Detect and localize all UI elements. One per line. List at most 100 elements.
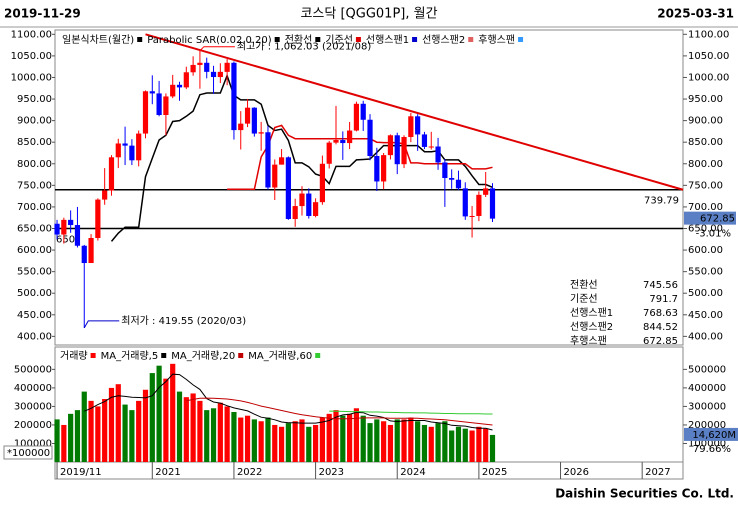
annotation-leader — [199, 46, 235, 52]
candle-body — [190, 64, 196, 73]
volume-bar — [326, 413, 332, 462]
y-tick-label-right: 550.00 — [688, 267, 723, 278]
candle-body — [319, 163, 325, 203]
legend-marker — [315, 353, 321, 358]
candle-body — [204, 62, 210, 72]
legend-label: 기준선 — [325, 34, 353, 46]
y-tick-label-right: 1050.00 — [688, 51, 729, 62]
x-tick-label: 2021 — [155, 467, 180, 478]
volume-bar — [142, 389, 149, 462]
legend-marker — [137, 37, 143, 42]
candle-body — [238, 123, 244, 131]
volume-bar — [387, 424, 394, 462]
chart-title: 코스닥 [QGG01P], 월간 — [300, 7, 437, 22]
volume-bar — [251, 419, 257, 462]
candle-body — [299, 193, 305, 207]
volume-bar — [258, 421, 264, 462]
candle-body — [265, 132, 271, 188]
y-tick-label: 950.00 — [17, 94, 52, 105]
y-tick-label-right: 1000.00 — [688, 72, 729, 83]
candle-body — [54, 223, 60, 235]
volume-bar — [238, 417, 244, 462]
annotation-leader — [83, 320, 120, 329]
y-tick-label: 550.00 — [17, 267, 52, 278]
x-tick-label: 2019/11 — [60, 467, 102, 478]
legend-marker — [518, 37, 524, 42]
price-change: -3.01% — [696, 229, 731, 240]
x-tick-label: 2022 — [237, 467, 262, 478]
y-tick-label-right: 400.00 — [688, 331, 723, 342]
volume-bar — [265, 417, 271, 462]
candle-body — [292, 206, 298, 219]
legend-label: 후행스팬 — [478, 34, 515, 46]
candle-body — [115, 143, 121, 158]
x-tick-label: 2027 — [645, 467, 670, 478]
volume-bar — [224, 406, 230, 462]
candle-body — [156, 93, 162, 116]
candle-body — [455, 179, 462, 189]
candle-body — [81, 245, 87, 264]
y-tick-label-right: 700.00 — [688, 202, 723, 213]
footer: Daishin Securities Co. Ltd. — [555, 487, 734, 501]
y-tick-label-right: 900.00 — [688, 116, 723, 127]
legend-label: Parabolic SAR(0.02,0.20) — [147, 35, 272, 46]
volume-bar — [108, 387, 115, 462]
candle-body — [449, 178, 455, 180]
legend-label: MA_거래량,5 — [101, 350, 159, 362]
candle-body — [326, 142, 332, 164]
legend-marker — [274, 37, 280, 42]
volume-bar — [394, 419, 400, 462]
volume-bar — [401, 419, 407, 462]
legend-label: 거래량 — [60, 350, 88, 362]
candle-body — [476, 194, 482, 216]
volume-bar — [54, 419, 60, 462]
candle-body — [435, 146, 441, 163]
y-tick-label: 750.00 — [17, 180, 52, 191]
info-label: 선행스팬1 — [570, 307, 613, 319]
candle-body — [149, 91, 155, 94]
candle-body — [360, 103, 366, 120]
candle-body — [88, 237, 94, 264]
volume-bar — [489, 434, 496, 462]
candle-body — [136, 133, 142, 161]
last-price-label: 672.85 — [700, 214, 735, 225]
y-tick-label: 1100.00 — [11, 29, 52, 40]
candle-body — [421, 134, 428, 147]
y-tick-label: 500000 — [14, 364, 52, 375]
volume-bar — [129, 410, 135, 462]
candle-body — [217, 71, 223, 78]
volume-bar — [170, 363, 176, 462]
info-label: 후행스팬 — [570, 335, 607, 347]
candle-body — [272, 164, 278, 188]
candle-body — [483, 188, 489, 195]
x-tick-label: 2025 — [482, 467, 507, 478]
reference-label: 739.79 — [644, 196, 679, 207]
volume-ma-line — [329, 410, 493, 415]
legend-marker — [90, 353, 96, 358]
legend-label: MA_거래량,60 — [248, 350, 312, 362]
volume-bar — [122, 404, 128, 462]
volume-bar — [68, 413, 74, 462]
y-tick-label: 850.00 — [17, 137, 52, 148]
candle-body — [401, 137, 407, 165]
candle-body — [197, 62, 203, 65]
candle-body — [285, 157, 291, 219]
multiplier-box — [3, 445, 53, 460]
candle-body — [129, 145, 135, 161]
volume-bar — [115, 384, 121, 462]
volume-bar — [292, 421, 298, 462]
volume-bar — [462, 428, 468, 462]
y-tick-label: 700.00 — [17, 202, 52, 213]
y-tick-label-right: 500000 — [688, 364, 726, 375]
y-tick-label-right: 400000 — [688, 383, 726, 394]
volume-bar — [353, 408, 360, 462]
volume-bar — [408, 417, 414, 462]
y-tick-label: 100000 — [14, 438, 52, 449]
volume-bar — [360, 415, 366, 462]
volume-bar — [442, 421, 448, 462]
candle-body — [122, 143, 128, 146]
volume-bar — [476, 426, 482, 462]
volume-bar — [272, 424, 278, 462]
